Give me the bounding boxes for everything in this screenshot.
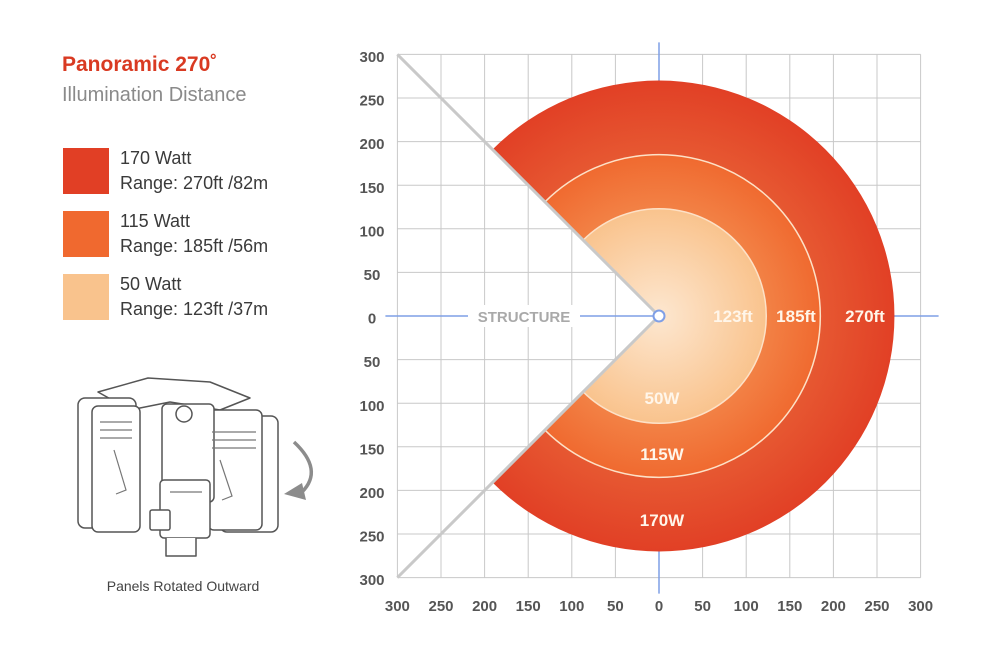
ring-watt-label: 170W [640,511,685,530]
ring-watt-label: 50W [645,389,681,408]
y-tick-label: 150 [359,441,384,458]
y-tick-label: 300 [359,572,384,589]
y-tick-label: 200 [359,485,384,502]
legend-watt-label: 50 Watt [120,274,182,294]
ring-radius-label: 185ft [776,307,816,326]
y-tick-label: 250 [359,93,384,110]
y-tick-label: 50 [364,354,381,371]
legend-range-label: Range: 123ft /37m [120,299,269,319]
legend-text-50w: 50 Watt Range: 123ft /37m [120,272,268,322]
device-caption: Panels Rotated Outward [106,578,260,594]
ring-radius-label: 123ft [713,307,753,326]
legend-swatch-115w [63,211,109,257]
x-tick-label: 200 [472,598,497,615]
x-tick-label: 50 [694,598,711,615]
ring-watt-label: 115W [640,445,684,464]
x-tick-label: 0 [655,598,663,615]
ring-radius-label: 270ft [845,307,885,326]
y-tick-label: 100 [359,398,384,415]
x-tick-label: 100 [734,598,759,615]
y-tick-label: 300 [359,49,384,66]
x-tick-label: 300 [385,598,410,615]
structure-boundary: STRUCTURE [396,53,666,579]
ring-labels: 270ft 170W 185ft 115W 123ft 50W [640,307,885,530]
legend-watt-label: 170 Watt [120,148,192,168]
y-tick-label: 50 [364,267,381,284]
y-tick-label: 150 [359,180,384,197]
legend-range-label: Range: 270ft /82m [120,173,269,193]
x-tick-label: 150 [516,598,541,615]
chart-subtitle: Illumination Distance [62,84,247,106]
legend-swatch-50w [63,274,109,320]
light-fixture-illustration [77,377,314,557]
x-tick-label: 250 [428,598,453,615]
x-tick-label: 50 [607,598,624,615]
structure-label: STRUCTURE [478,309,571,326]
chart-title: Panoramic 270˚ [62,53,218,76]
x-tick-label: 300 [908,598,933,615]
legend-watt-label: 115 Watt [120,211,191,231]
structure-origin-marker [652,309,666,323]
boundary-line-lower [396,314,661,579]
legend-text-170w: 170 Watt Range: 270ft /82m [120,146,268,196]
x-tick-label: 250 [864,598,889,615]
y-tick-label: 250 [359,529,384,546]
coverage-ring-50w [582,208,767,424]
x-tick-label: 200 [821,598,846,615]
x-tick-label: 150 [777,598,802,615]
structure-label-background [468,305,580,327]
boundary-line-upper [396,53,661,318]
legend-swatch-170w [63,148,109,194]
x-tick-label: 100 [559,598,584,615]
y-tick-label: 200 [359,136,384,153]
y-tick-label: 100 [359,223,384,240]
coverage-rings [492,80,895,552]
legend-text-115w: 115 Watt Range: 185ft /56m [120,209,268,259]
legend-range-label: Range: 185ft /56m [120,236,269,256]
y-tick-label: 0 [368,311,376,328]
